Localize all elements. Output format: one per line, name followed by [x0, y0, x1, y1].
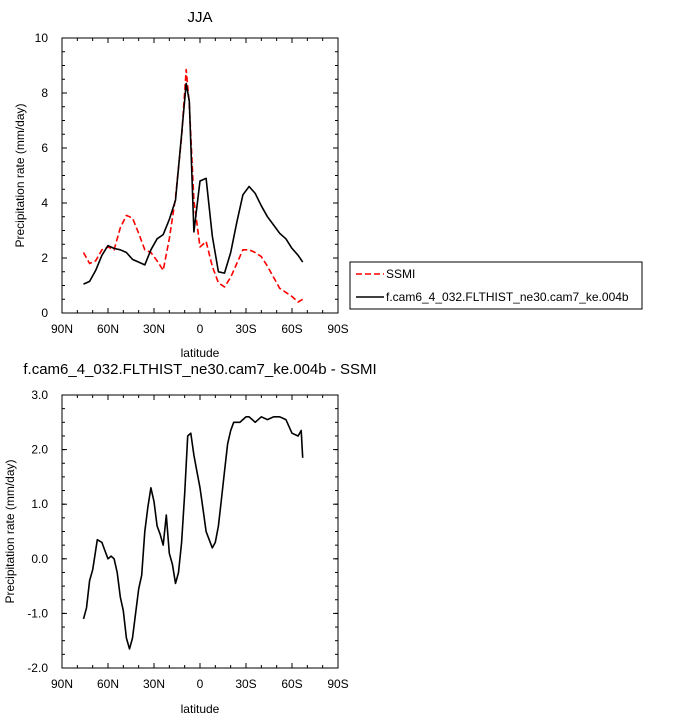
x-axis-label: latitude — [181, 346, 220, 360]
axis-ticks: 90N 60N 30N 0 30S 60S 90S -2.0 -1.0 0.0 1.0 2.0 3.0 — [27, 388, 348, 691]
x-tick-label: 30N — [143, 322, 165, 336]
diff-chart-title: f.cam6_4_032.FLTHIST_ne30.cam7_ke.004b -… — [23, 361, 376, 378]
x-tick-label: 60S — [281, 322, 302, 336]
legend-label-ssmi: SSMI — [386, 267, 415, 281]
x-axis-label: latitude — [181, 702, 220, 716]
legend-label-model: f.cam6_4_032.FLTHIST_ne30.cam7_ke.004b — [386, 290, 629, 304]
x-tick-label: 60S — [281, 677, 302, 691]
x-tick-label: 30S — [235, 677, 256, 691]
y-tick-label: 6 — [41, 141, 48, 155]
y-axis-label: Precipitation rate (mm/day) — [3, 459, 17, 603]
y-tick-label: 0 — [41, 306, 48, 320]
x-tick-label: 60N — [97, 677, 119, 691]
y-tick-label: 4 — [41, 196, 48, 210]
chart-title: JJA — [187, 9, 212, 26]
y-tick-label: 3.0 — [31, 388, 48, 402]
y-tick-label: 0.0 — [31, 552, 48, 566]
legend-box — [349, 261, 643, 310]
x-tick-label: 90S — [327, 322, 348, 336]
y-tick-label: 2 — [41, 251, 48, 265]
y-tick-label: 8 — [41, 86, 48, 100]
series-line-model — [83, 82, 304, 285]
x-tick-label: 60N — [97, 322, 119, 336]
legend: SSMI f.cam6_4_032.FLTHIST_ne30.cam7_ke.0… — [349, 261, 643, 310]
axis-ticks: 90N 60N 30N 0 30S 60S 90S 0 2 4 6 8 10 — [35, 31, 349, 336]
series-line-difference — [82, 415, 304, 650]
y-tick-label: 2.0 — [31, 443, 48, 457]
bottom-panel: f.cam6_4_032.FLTHIST_ne30.cam7_ke.004b -… — [3, 361, 377, 716]
y-tick-label: 10 — [35, 31, 49, 45]
plot-frame — [61, 37, 339, 314]
x-tick-label: 90N — [51, 677, 73, 691]
x-tick-label: 30S — [235, 322, 256, 336]
series-lines — [82, 415, 304, 650]
x-tick-label: 90N — [51, 322, 73, 336]
x-tick-label: 0 — [197, 677, 204, 691]
series-lines — [82, 68, 304, 303]
y-tick-label: 1.0 — [31, 497, 48, 511]
y-tick-label: -2.0 — [27, 661, 48, 675]
series-line-ssmi — [82, 68, 304, 303]
y-tick-label: -1.0 — [27, 606, 48, 620]
x-tick-label: 90S — [327, 677, 348, 691]
x-tick-label: 30N — [143, 677, 165, 691]
x-tick-label: 0 — [197, 322, 204, 336]
y-axis-label: Precipitation rate (mm/day) — [13, 103, 27, 247]
